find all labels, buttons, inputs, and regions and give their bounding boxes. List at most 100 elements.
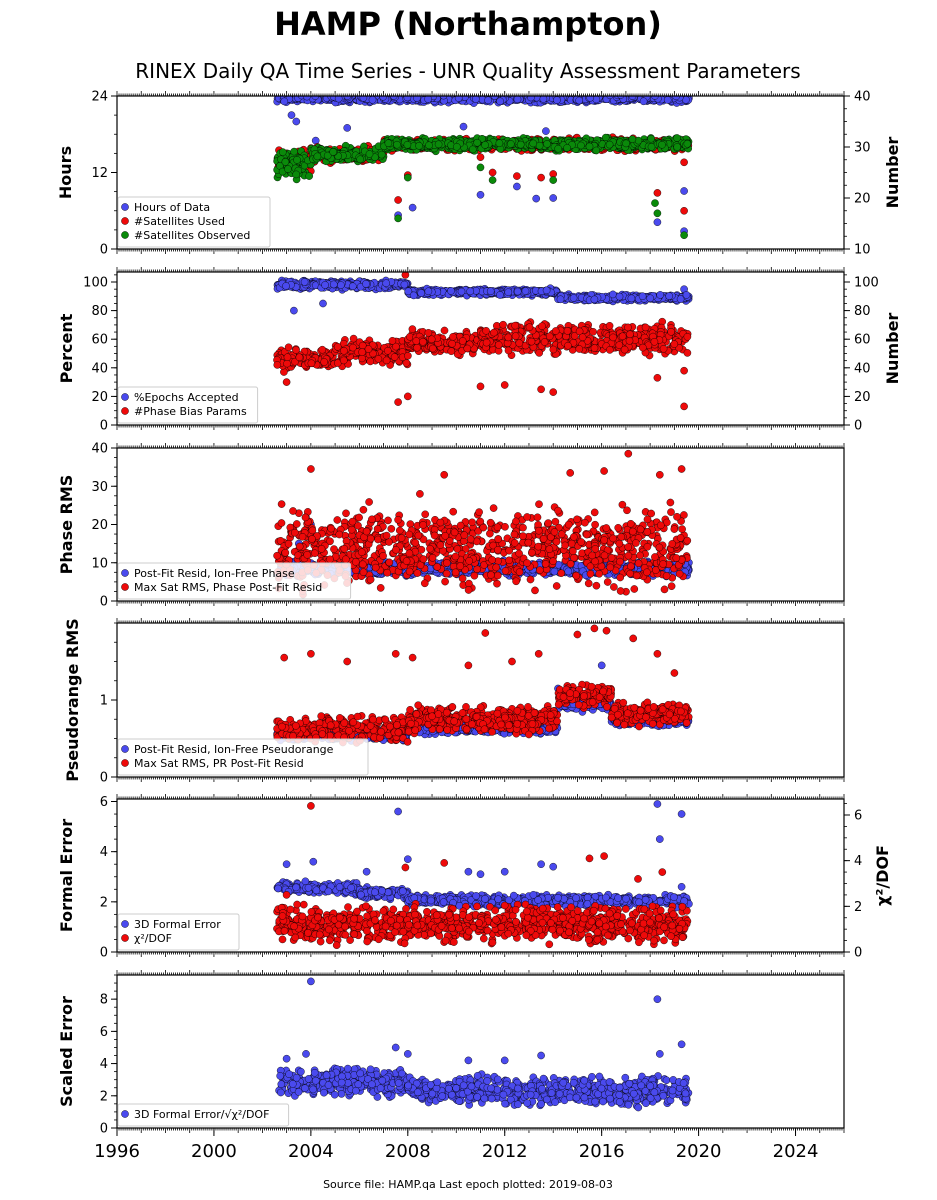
data-point	[638, 292, 647, 301]
data-point	[311, 136, 320, 145]
data-point	[287, 111, 296, 119]
data-point	[348, 282, 357, 291]
data-point	[556, 295, 565, 304]
data-point	[656, 291, 665, 299]
data-point	[627, 294, 636, 303]
data-point	[575, 96, 584, 105]
data-point	[356, 155, 365, 164]
data-point	[577, 141, 585, 150]
data-point	[403, 140, 412, 149]
data-point	[481, 141, 489, 149]
data-point	[553, 96, 561, 104]
figure-subtitle: RINEX Daily QA Time Series - UNR Quality…	[135, 59, 800, 83]
data-point	[284, 165, 292, 173]
data-point	[366, 357, 375, 366]
data-point	[682, 291, 691, 299]
data-point	[295, 353, 304, 362]
data-point	[466, 287, 475, 296]
data-point	[447, 347, 456, 356]
data-point	[388, 336, 397, 345]
data-point	[549, 176, 558, 184]
data-point	[305, 172, 314, 180]
data-point	[653, 218, 662, 226]
data-point	[282, 282, 290, 290]
data-point	[516, 140, 525, 149]
data-point	[486, 287, 495, 296]
data-point	[280, 97, 289, 106]
data-point	[495, 139, 504, 147]
data-point	[337, 281, 345, 289]
data-point	[292, 346, 300, 354]
y-right-tick-label: 20	[854, 192, 871, 207]
data-point	[609, 290, 617, 299]
data-point	[506, 140, 515, 148]
data-point	[651, 199, 659, 207]
data-point	[529, 139, 538, 148]
data-point	[457, 287, 466, 296]
data-point	[563, 144, 571, 152]
data-point	[513, 96, 522, 104]
data-point	[283, 353, 292, 362]
legend-entry-label: #Satellites Observed	[134, 229, 250, 242]
data-point	[284, 343, 293, 352]
data-point	[425, 141, 433, 150]
data-point	[535, 141, 544, 150]
scatter-points	[273, 272, 693, 411]
data-point	[319, 299, 327, 308]
data-point	[382, 279, 391, 288]
data-point	[434, 140, 443, 149]
data-point	[415, 141, 423, 150]
data-point	[292, 117, 301, 126]
legend-marker	[121, 231, 129, 239]
data-point	[484, 96, 492, 105]
data-point	[400, 280, 409, 289]
data-point	[521, 287, 530, 295]
data-point	[615, 292, 624, 301]
data-point	[680, 187, 688, 195]
data-point	[383, 346, 392, 355]
y-right-tick-label: 10	[854, 243, 871, 258]
data-point	[440, 326, 449, 335]
data-point	[542, 286, 551, 295]
data-point	[293, 156, 301, 164]
data-point	[424, 328, 433, 337]
data-point	[476, 163, 485, 172]
data-point	[365, 150, 374, 158]
data-point	[364, 345, 373, 353]
data-point	[488, 168, 497, 177]
data-point	[340, 346, 348, 355]
data-point	[513, 287, 522, 296]
data-point	[554, 144, 563, 153]
data-point	[647, 134, 655, 143]
y-tick-label: 12	[91, 166, 108, 181]
data-point	[658, 140, 666, 149]
legend: Hours of Data#Satellites Used#Satellites…	[117, 196, 271, 248]
data-point	[408, 203, 417, 212]
data-point	[532, 194, 541, 203]
data-point	[290, 147, 298, 156]
data-point	[513, 172, 521, 180]
data-point	[663, 96, 672, 104]
data-point	[468, 145, 477, 154]
y-axis-label: Hours	[56, 146, 75, 199]
data-point	[592, 146, 601, 155]
legend-entry-label: Hours of Data	[134, 201, 210, 214]
data-point	[605, 140, 614, 149]
data-point	[393, 140, 401, 149]
data-point	[278, 148, 287, 156]
y-tick-label: 24	[91, 90, 108, 105]
data-point	[653, 189, 662, 197]
data-point	[321, 281, 329, 289]
y-axis-label-right: Number	[883, 137, 902, 209]
data-point	[292, 170, 301, 179]
data-point	[639, 97, 648, 106]
data-point	[628, 135, 637, 143]
data-point	[452, 142, 461, 151]
y-right-tick-label: 40	[854, 90, 871, 105]
data-point	[368, 96, 377, 104]
data-point	[374, 355, 383, 363]
data-point	[413, 343, 421, 352]
data-point	[488, 176, 497, 184]
